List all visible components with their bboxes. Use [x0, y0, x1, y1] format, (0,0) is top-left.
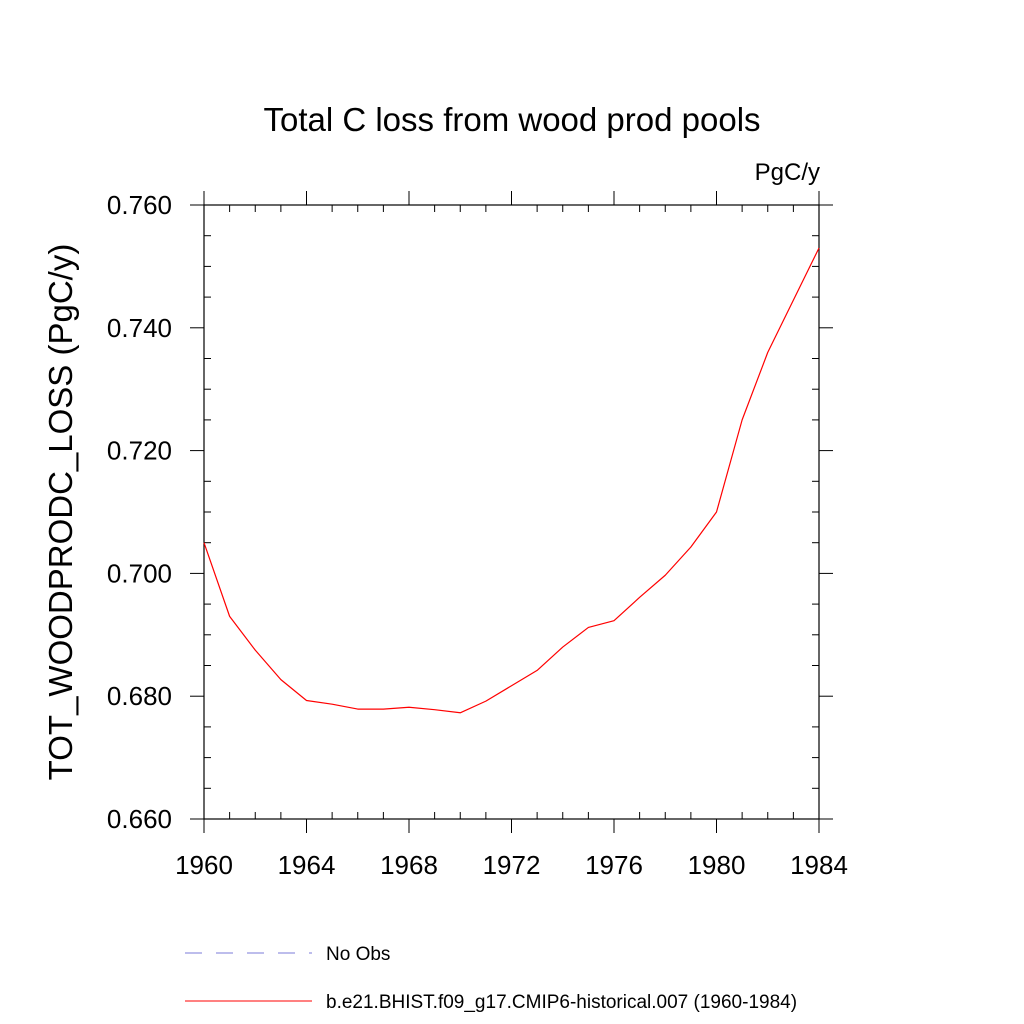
- tick-marks: [190, 191, 833, 833]
- legend-label-no-obs: No Obs: [326, 944, 390, 965]
- legend-label-historical: b.e21.BHIST.f09_g17.CMIP6-historical.007…: [326, 992, 797, 1013]
- chart-title: Total C loss from wood prod pools: [263, 101, 760, 138]
- x-tick-label: 1972: [483, 850, 541, 880]
- y-axis-label: TOT_WOODPRODC_LOSS (PgC/y): [42, 244, 79, 781]
- legend: No Obs b.e21.BHIST.f09_g17.CMIP6-histori…: [185, 944, 797, 1013]
- y-tick-label: 0.760: [107, 190, 172, 220]
- y-tick-label: 0.660: [107, 804, 172, 834]
- x-tick-labels: 1960 1964 1968 1972 1976 1980 1984: [175, 850, 848, 880]
- y-tick-label: 0.740: [107, 313, 172, 343]
- series-line-historical: [203, 247, 820, 714]
- x-tick-label: 1960: [175, 850, 233, 880]
- x-tick-label: 1984: [790, 850, 848, 880]
- x-tick-label: 1976: [585, 850, 643, 880]
- x-tick-label: 1964: [278, 850, 336, 880]
- series-layer: [203, 247, 820, 714]
- x-tick-label: 1968: [380, 850, 438, 880]
- plot-frame: [203, 204, 820, 820]
- y-tick-label: 0.680: [107, 681, 172, 711]
- units-label: PgC/y: [755, 159, 820, 186]
- x-tick-label: 1980: [688, 850, 746, 880]
- y-tick-label: 0.700: [107, 558, 172, 588]
- y-tick-labels: 0.660 0.680 0.700 0.720 0.740 0.760: [107, 190, 172, 834]
- y-tick-label: 0.720: [107, 436, 172, 466]
